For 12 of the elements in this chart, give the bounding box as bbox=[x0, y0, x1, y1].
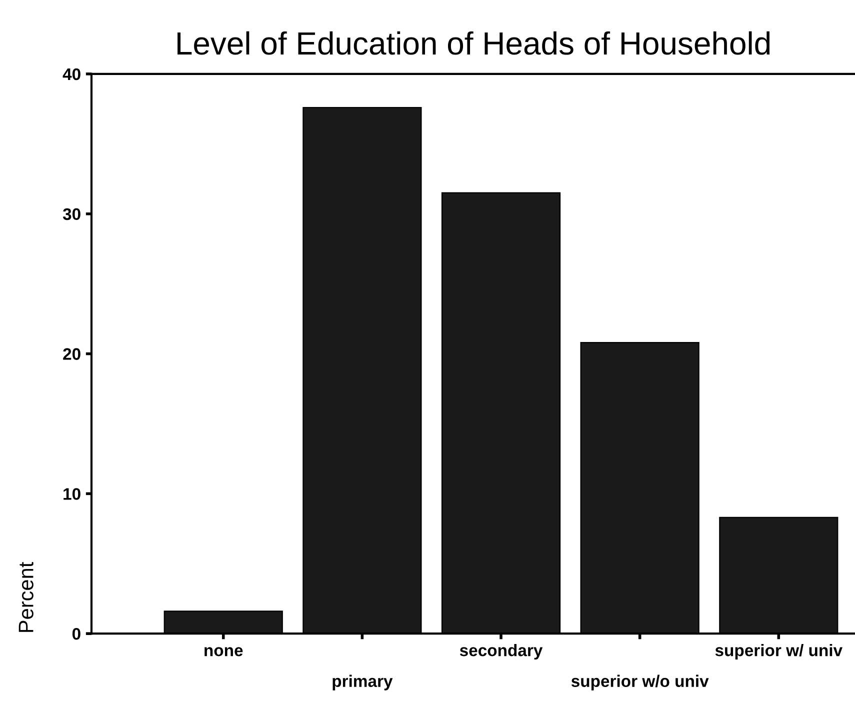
y-tick-label: 20 bbox=[63, 348, 80, 360]
y-tick-label: 40 bbox=[62, 68, 80, 80]
y-tick-label: 0 bbox=[72, 628, 80, 640]
x-tick-label: superior w/ univ bbox=[715, 644, 842, 660]
x-tick-label: superior w/o univ bbox=[571, 674, 709, 690]
x-tick-label: none bbox=[204, 647, 243, 656]
y-tick-label: 30 bbox=[62, 208, 80, 220]
x-tick-label: primary bbox=[332, 674, 393, 690]
y-tick-label: 10 bbox=[64, 488, 80, 500]
chart-title: Level of Education of Heads of Household bbox=[178, 31, 770, 55]
x-tick-label: secondary bbox=[460, 644, 543, 660]
y-axis-title: Percent bbox=[18, 562, 34, 632]
